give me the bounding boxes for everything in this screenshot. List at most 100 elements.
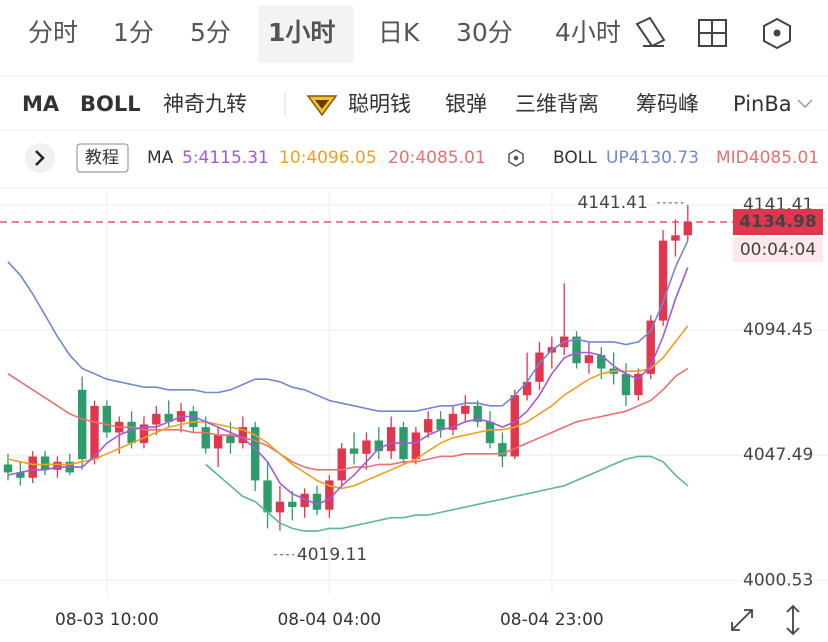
y-tick-label: 4047.49 — [743, 445, 813, 465]
ma5-value: 5:4115.31 — [182, 148, 269, 168]
candle-body — [139, 424, 149, 444]
indicator-line — [7, 325, 689, 490]
candle-body — [386, 427, 396, 452]
timeframe-tab[interactable]: 日K — [378, 18, 420, 47]
candle-body — [634, 373, 643, 396]
timeframe-tab[interactable]: 1小时 — [268, 18, 335, 47]
candle-body — [349, 448, 359, 454]
candle-body — [498, 443, 507, 457]
candle-body — [448, 413, 458, 430]
indicator-tab[interactable]: 筹码峰 — [636, 92, 699, 116]
candle-body — [127, 421, 136, 444]
countdown-box — [733, 237, 823, 263]
candle-body — [251, 427, 260, 481]
timeframe-tabs[interactable]: 分时 1分 5分 1小时 日K 30分 4小时 — [28, 5, 621, 63]
ma10-value: 10:4096.05 — [279, 148, 377, 168]
indicator-tab[interactable]: PinBar — [733, 92, 801, 116]
indicator-tabs[interactable]: MA BOLL 神奇九转 聪明钱 银弹 三维背离 筹码峰 PinBar — [22, 92, 801, 116]
indicator-tab[interactable]: 神奇九转 — [163, 92, 247, 116]
candle-body — [28, 456, 37, 478]
high-annotation: 4141.41 — [577, 193, 647, 213]
candle-body — [226, 435, 235, 444]
candle-body — [288, 501, 297, 508]
candle-body — [473, 405, 482, 422]
candle-body — [325, 480, 334, 510]
candle-body — [671, 235, 680, 241]
candle-body — [238, 427, 248, 444]
candle-body — [152, 413, 161, 425]
more-chevron[interactable] — [797, 99, 813, 109]
candle-body — [90, 405, 99, 460]
candle-body — [621, 373, 631, 396]
candle-body — [300, 493, 309, 508]
indicator-tab[interactable]: BOLL — [80, 92, 141, 116]
indicator-line — [7, 267, 689, 506]
candle-body — [77, 389, 87, 460]
candle-body — [189, 411, 198, 428]
candle-body — [16, 472, 25, 478]
last-price-box — [733, 209, 823, 236]
y-tick-label: 4094.45 — [743, 320, 813, 340]
candle-body — [201, 427, 210, 449]
tutorial-box[interactable] — [76, 143, 129, 173]
candle-body — [40, 456, 50, 470]
candle-body — [275, 501, 285, 513]
ma-label: MA — [147, 148, 174, 168]
candle-body — [572, 336, 581, 364]
indicator-tab[interactable]: 聪明钱 — [348, 92, 411, 116]
candle-body — [646, 320, 655, 374]
settings-icon[interactable] — [763, 17, 791, 50]
last-price-label: 4134.98 — [739, 212, 816, 232]
x-tick-label: 08-04 04:00 — [277, 610, 381, 630]
layout-icon[interactable] — [698, 19, 727, 47]
indicator-tab[interactable]: 银弹 — [445, 92, 487, 116]
smart-money-icon — [306, 95, 338, 117]
draw-tool-icon[interactable] — [635, 16, 666, 48]
indicator-line — [7, 240, 689, 412]
timeframe-tab[interactable]: 分时 — [28, 18, 78, 47]
ma20-value: 20:4085.01 — [388, 148, 486, 168]
candle-body — [436, 419, 445, 430]
candle-body — [263, 480, 272, 513]
candle-body — [597, 355, 606, 369]
candle-body — [3, 464, 13, 473]
ma-settings-icon[interactable] — [508, 149, 524, 167]
candle-body — [485, 421, 495, 444]
fullscreen-icon[interactable] — [731, 609, 753, 631]
candle-body — [53, 461, 62, 470]
indicator-tab[interactable]: MA — [22, 92, 60, 116]
candle-body — [424, 419, 433, 433]
candle-body — [461, 405, 470, 414]
y-tick-label: 4000.53 — [743, 570, 813, 590]
indicator-line — [7, 367, 689, 471]
timeframe-tab[interactable]: 1分 — [113, 18, 154, 47]
expand-button[interactable] — [25, 143, 55, 173]
candle-body — [102, 405, 112, 433]
expand-arrow — [35, 150, 45, 166]
boll-label: BOLL — [553, 148, 597, 168]
indicator-tab[interactable]: 三维背离 — [515, 92, 599, 116]
timeframe-tab[interactable]: 30分 — [456, 18, 513, 47]
low-annotation: 4019.11 — [297, 545, 367, 565]
boll-up-value: UP4130.73 — [606, 148, 699, 168]
candle-body — [362, 440, 371, 454]
candle-body — [213, 435, 223, 449]
candle-body — [658, 240, 668, 321]
candle-body — [411, 432, 421, 460]
candle-body — [374, 440, 383, 452]
tutorial-label[interactable]: 教程 — [85, 148, 119, 168]
scale-icon[interactable] — [786, 604, 800, 636]
candle-body — [510, 395, 519, 457]
candle-body — [312, 493, 322, 510]
candle-body — [683, 222, 692, 236]
timeframe-tab[interactable]: 5分 — [190, 18, 231, 47]
candle-body — [337, 448, 346, 481]
boll-mid-value: MID4085.01 — [716, 148, 819, 168]
active-tab-bg — [258, 5, 354, 63]
countdown-label: 00:04:04 — [740, 240, 816, 260]
x-tick-label: 08-04 23:00 — [500, 610, 604, 630]
candle-body — [164, 413, 173, 422]
timeframe-tab[interactable]: 4小时 — [555, 18, 621, 47]
